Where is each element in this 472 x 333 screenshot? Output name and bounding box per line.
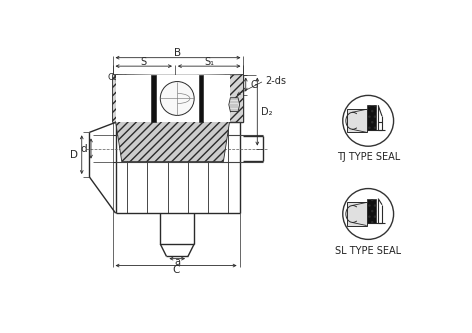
Polygon shape (157, 75, 197, 122)
Polygon shape (116, 122, 229, 162)
Polygon shape (346, 202, 367, 225)
Polygon shape (367, 198, 376, 223)
Polygon shape (116, 75, 229, 136)
Text: C: C (172, 265, 180, 275)
Circle shape (343, 95, 394, 146)
Text: d: d (81, 144, 87, 154)
Polygon shape (112, 87, 243, 116)
Text: D₂: D₂ (261, 107, 273, 117)
Text: G: G (250, 80, 258, 90)
Text: S₁: S₁ (204, 57, 214, 67)
Polygon shape (197, 75, 244, 122)
Text: TJ TYPE SEAL: TJ TYPE SEAL (337, 153, 400, 163)
Circle shape (160, 82, 194, 116)
Text: SL TYPE SEAL: SL TYPE SEAL (335, 245, 401, 255)
Text: f: f (185, 76, 189, 86)
Text: B: B (175, 48, 182, 58)
Polygon shape (229, 98, 240, 112)
Polygon shape (151, 75, 156, 122)
Polygon shape (116, 75, 229, 122)
Polygon shape (367, 106, 376, 130)
Polygon shape (346, 109, 367, 132)
Polygon shape (112, 75, 157, 122)
Text: Ca: Ca (108, 73, 119, 82)
Circle shape (343, 188, 394, 239)
Text: S: S (141, 57, 147, 67)
Text: 2-ds: 2-ds (265, 76, 286, 86)
Text: D: D (70, 150, 78, 160)
Polygon shape (199, 75, 203, 122)
Text: a: a (174, 257, 180, 267)
